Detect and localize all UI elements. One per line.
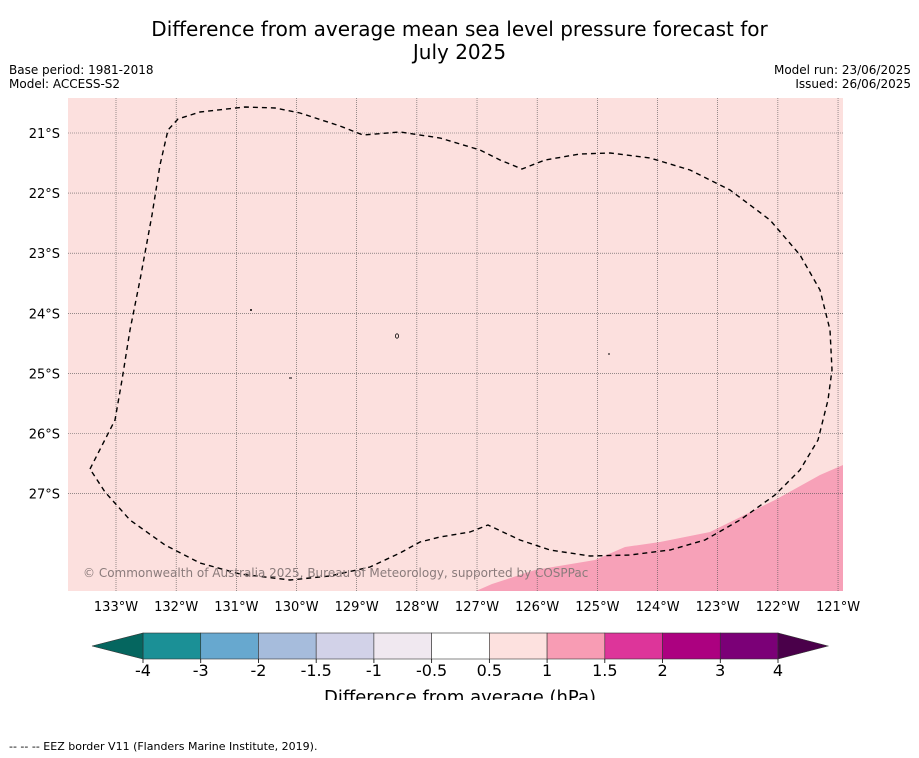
colorbar-tick-label: 4 [773,661,783,680]
longitude-label: 128°W [395,600,439,615]
colorbar-segment [546,632,606,660]
meta-right: Model run: 23/06/2025 Issued: 26/06/2025 [774,63,911,91]
colorbar-tick-label: 1 [542,661,552,680]
colorbar-tick-label: -0.5 [416,661,447,680]
chart-title: Difference from average mean sea level p… [0,18,919,64]
colorbar-tick-label: 3 [715,661,725,680]
longitude-label: 121°W [816,600,860,615]
colorbar: -4 -3 -2 -1.5 -1 -0.5 0.5 1 1.5 2 3 4 [91,632,830,680]
colorbar-over-arrow [777,632,830,660]
colorbar-segment [258,632,317,660]
eez-legend-note: -- -- -- EEZ border V11 (Flanders Marine… [9,740,318,753]
colorbar-tick-label: -2 [250,661,266,680]
colorbar-segment [142,632,202,660]
base-period: Base period: 1981-2018 [9,63,154,77]
latitude-label: 27°S [29,488,60,503]
map-background [68,98,843,591]
latitude-label: 21°S [29,127,60,142]
latitude-labels: 21°S 22°S 23°S 24°S 25°S 26°S 27°S [29,127,60,503]
forecast-map: © Commonwealth of Australia 2025, Bureau… [29,98,860,700]
longitude-label: 123°W [696,600,740,615]
eez-border [89,106,833,581]
colorbar-segment [315,632,375,660]
latitude-label: 25°S [29,367,60,382]
latitude-label: 22°S [29,187,60,202]
longitude-label: 132°W [154,600,198,615]
colorbar-tick-label: -1 [366,661,382,680]
latitude-label: 26°S [29,428,60,443]
longitude-label: 133°W [94,600,138,615]
graticule [68,98,843,591]
title-line-2: July 2025 [412,40,507,64]
longitude-label: 126°W [515,600,559,615]
latitude-label: 23°S [29,247,60,262]
colorbar-segment [373,632,432,660]
colorbar-tick-label: 2 [657,661,667,680]
colorbar-segment [719,632,779,660]
island-2 [394,333,399,339]
colorbar-segment [662,632,721,660]
longitude-label: 124°W [635,600,679,615]
longitude-labels: 133°W 132°W 131°W 130°W 129°W 128°W 127°W 126°W… [94,600,860,615]
colorbar-under-arrow [91,632,144,660]
copyright-note: © Commonwealth of Australia 2025, Bureau… [83,566,588,580]
colorbar-segment [489,632,548,660]
model-name: Model: ACCESS-S2 [9,77,121,91]
colorbar-tick-label: 0.5 [477,661,502,680]
island-1 [250,309,252,311]
colorbar-label: Difference from average (hPa) [324,687,596,700]
model-run: Model run: 23/06/2025 [773,63,911,77]
longitude-label: 122°W [756,600,800,615]
longitude-label: 125°W [575,600,619,615]
colorbar-tick-label: -1.5 [301,661,332,680]
anomaly-patch-1-to-1.5 [476,465,843,591]
longitude-label: 130°W [274,600,318,615]
issued-date: Issued: 26/06/2025 [795,77,911,91]
colorbar-segment [200,632,259,660]
latitude-label: 24°S [29,307,60,322]
colorbar-tick-label: 1.5 [592,661,617,680]
longitude-label: 129°W [335,600,379,615]
meta-left: Base period: 1981-2018 Model: ACCESS-S2 [9,63,154,91]
colorbar-segment [431,632,490,660]
colorbar-segment [604,632,663,660]
title-line-1: Difference from average mean sea level p… [151,17,768,41]
longitude-label: 131°W [214,600,258,615]
colorbar-tick-label: -4 [135,661,151,680]
colorbar-tick-label: -3 [193,661,209,680]
longitude-label: 127°W [455,600,499,615]
